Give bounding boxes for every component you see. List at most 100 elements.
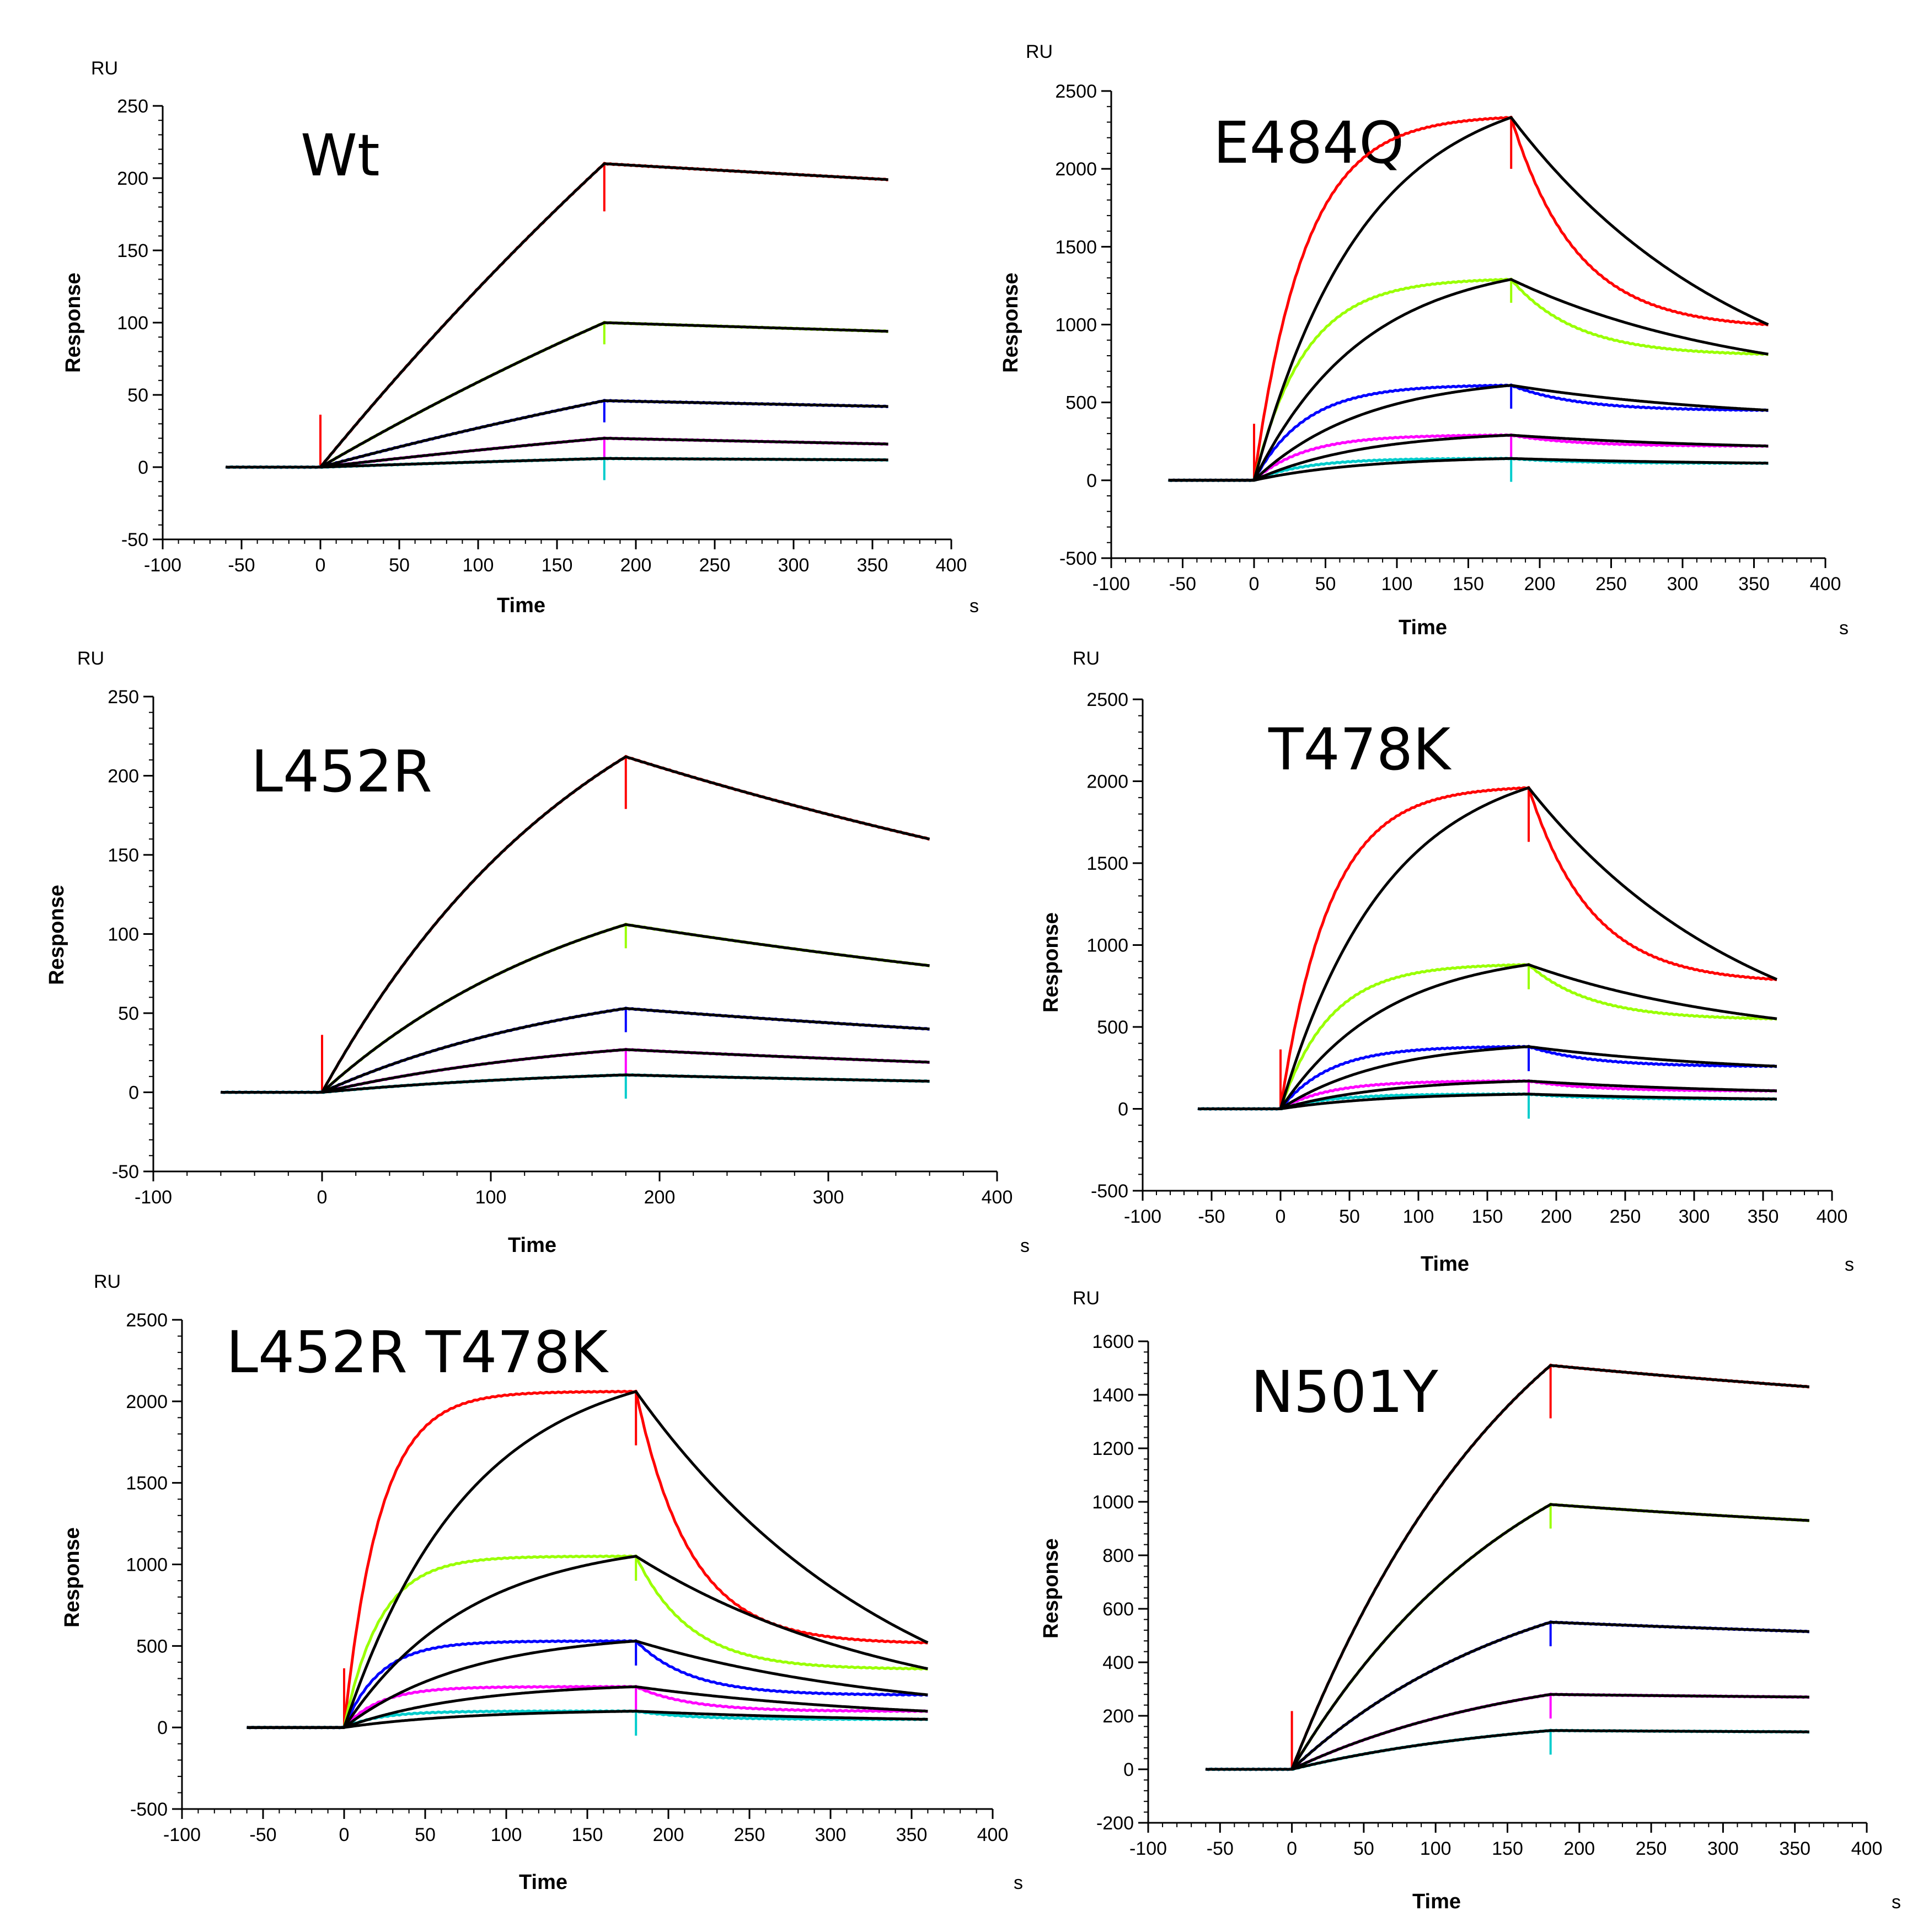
x-tick-label: 200 bbox=[620, 555, 652, 576]
x-tick-label: 350 bbox=[1779, 1838, 1810, 1859]
y-tick-label: -200 bbox=[1096, 1813, 1134, 1834]
x-tick-label: 250 bbox=[1595, 574, 1627, 595]
y-tick-label: 1500 bbox=[126, 1473, 168, 1494]
sensorgram-panel-1: -50 0 50 100 150 200 250 -100 -50 0 50 100 150 200 250… bbox=[62, 58, 979, 617]
x-tick-label: -50 bbox=[1169, 574, 1196, 595]
fit-curve-conc-4 bbox=[247, 1685, 928, 1729]
x-axis-title: Time bbox=[1399, 616, 1447, 639]
fit-curve-conc-2 bbox=[226, 321, 888, 469]
x-tick-label: -50 bbox=[228, 555, 255, 576]
x-tick-label: 400 bbox=[982, 1187, 1013, 1208]
x-tick-label: 400 bbox=[1810, 574, 1841, 595]
y-tick-label: 250 bbox=[108, 687, 139, 708]
y-tick-label: 100 bbox=[117, 313, 148, 334]
x-tick-label: 100 bbox=[1403, 1206, 1434, 1227]
data-curve-conc-3 bbox=[246, 1639, 928, 1730]
y-tick-label: -500 bbox=[1091, 1181, 1128, 1202]
fit-curve-conc-2 bbox=[1198, 963, 1777, 1110]
fit-curve-conc-4 bbox=[221, 1048, 930, 1094]
data-curve-conc-1 bbox=[1167, 115, 1769, 483]
y-tick-label: -500 bbox=[1059, 548, 1097, 569]
panel-title: T478K bbox=[1268, 716, 1452, 783]
data-curve-conc-1 bbox=[246, 1389, 928, 1730]
x-unit-label: s bbox=[1839, 618, 1849, 639]
data-curve-conc-4 bbox=[246, 1685, 928, 1730]
data-curve-conc-3 bbox=[1197, 1045, 1777, 1111]
x-tick-label: 200 bbox=[1563, 1838, 1595, 1859]
x-tick-label: 250 bbox=[1610, 1206, 1641, 1227]
y-tick-label: 500 bbox=[1065, 393, 1097, 414]
y-unit-label: RU bbox=[1073, 1288, 1100, 1309]
y-tick-label: 200 bbox=[117, 168, 148, 189]
y-tick-label: -50 bbox=[112, 1162, 139, 1182]
fit-curve-conc-2 bbox=[247, 1555, 928, 1729]
x-tick-label: 150 bbox=[572, 1824, 603, 1845]
y-tick-label: 50 bbox=[118, 1003, 139, 1024]
panel-title: L452R bbox=[251, 738, 432, 805]
y-tick-label: -500 bbox=[130, 1799, 168, 1820]
x-tick-label: 250 bbox=[1636, 1838, 1667, 1859]
x-unit-label: s bbox=[969, 596, 979, 617]
fit-curve-conc-3 bbox=[226, 399, 888, 469]
fit-curve-conc-4 bbox=[1206, 1693, 1809, 1771]
y-tick-label: 50 bbox=[127, 385, 148, 406]
y-tick-label: 200 bbox=[1102, 1706, 1134, 1727]
x-tick-label: 50 bbox=[415, 1824, 436, 1845]
x-tick-label: 300 bbox=[1667, 574, 1699, 595]
data-curve-conc-2 bbox=[246, 1554, 928, 1730]
fit-curve-conc-3 bbox=[1168, 384, 1769, 482]
fit-curve-conc-1 bbox=[247, 1390, 929, 1729]
y-tick-label: 2500 bbox=[126, 1310, 168, 1331]
x-tick-label: 400 bbox=[936, 555, 967, 576]
y-tick-label: 800 bbox=[1102, 1545, 1134, 1566]
y-tick-label: -50 bbox=[121, 529, 148, 550]
data-curve-conc-1 bbox=[220, 754, 930, 1094]
fit-curve-conc-4 bbox=[1198, 1079, 1777, 1110]
fit-curve-conc-1 bbox=[1206, 1364, 1809, 1771]
x-tick-label: 300 bbox=[815, 1824, 847, 1845]
x-tick-label: 200 bbox=[653, 1824, 684, 1845]
x-tick-label: -100 bbox=[1092, 574, 1130, 595]
x-tick-label: 200 bbox=[644, 1187, 676, 1208]
y-tick-label: 100 bbox=[108, 924, 139, 945]
y-tick-label: 150 bbox=[108, 845, 139, 866]
x-tick-label: -100 bbox=[163, 1824, 201, 1845]
y-tick-label: 2000 bbox=[126, 1392, 168, 1412]
panel-title: N501Y bbox=[1251, 1358, 1438, 1426]
data-curve-conc-1 bbox=[1197, 786, 1777, 1111]
y-tick-label: 1000 bbox=[1055, 315, 1097, 336]
x-axis-title: Time bbox=[519, 1871, 567, 1894]
y-tick-label: 500 bbox=[1097, 1017, 1128, 1038]
x-axis-title: Time bbox=[1421, 1253, 1469, 1276]
x-tick-label: -100 bbox=[1129, 1838, 1167, 1859]
x-axis-title: Time bbox=[1412, 1890, 1461, 1913]
data-curve-conc-2 bbox=[220, 923, 930, 1094]
data-curve-conc-3 bbox=[1167, 383, 1769, 483]
x-tick-label: 350 bbox=[1738, 574, 1770, 595]
x-unit-label: s bbox=[1845, 1254, 1854, 1275]
x-unit-label: s bbox=[1892, 1892, 1901, 1913]
y-tick-label: 0 bbox=[157, 1717, 168, 1738]
y-tick-label: 2500 bbox=[1086, 689, 1128, 710]
panel-title: L452R T478K bbox=[226, 1319, 609, 1386]
fit-curve-conc-1 bbox=[1168, 116, 1769, 482]
x-tick-label: 400 bbox=[977, 1824, 1009, 1845]
y-unit-label: RU bbox=[94, 1271, 121, 1292]
x-tick-label: 100 bbox=[491, 1824, 522, 1845]
y-tick-label: 0 bbox=[138, 457, 148, 478]
fit-curve-conc-5 bbox=[226, 457, 888, 469]
y-unit-label: RU bbox=[77, 648, 104, 669]
panel-title: Wt bbox=[301, 122, 380, 189]
y-tick-label: 2000 bbox=[1086, 772, 1128, 793]
x-tick-label: 400 bbox=[1851, 1838, 1883, 1859]
x-tick-label: 100 bbox=[1420, 1838, 1451, 1859]
fit-curve-conc-3 bbox=[221, 1007, 930, 1094]
x-tick-label: 100 bbox=[1381, 574, 1413, 595]
x-tick-label: 100 bbox=[463, 555, 494, 576]
fit-curve-conc-5 bbox=[1198, 1093, 1777, 1110]
